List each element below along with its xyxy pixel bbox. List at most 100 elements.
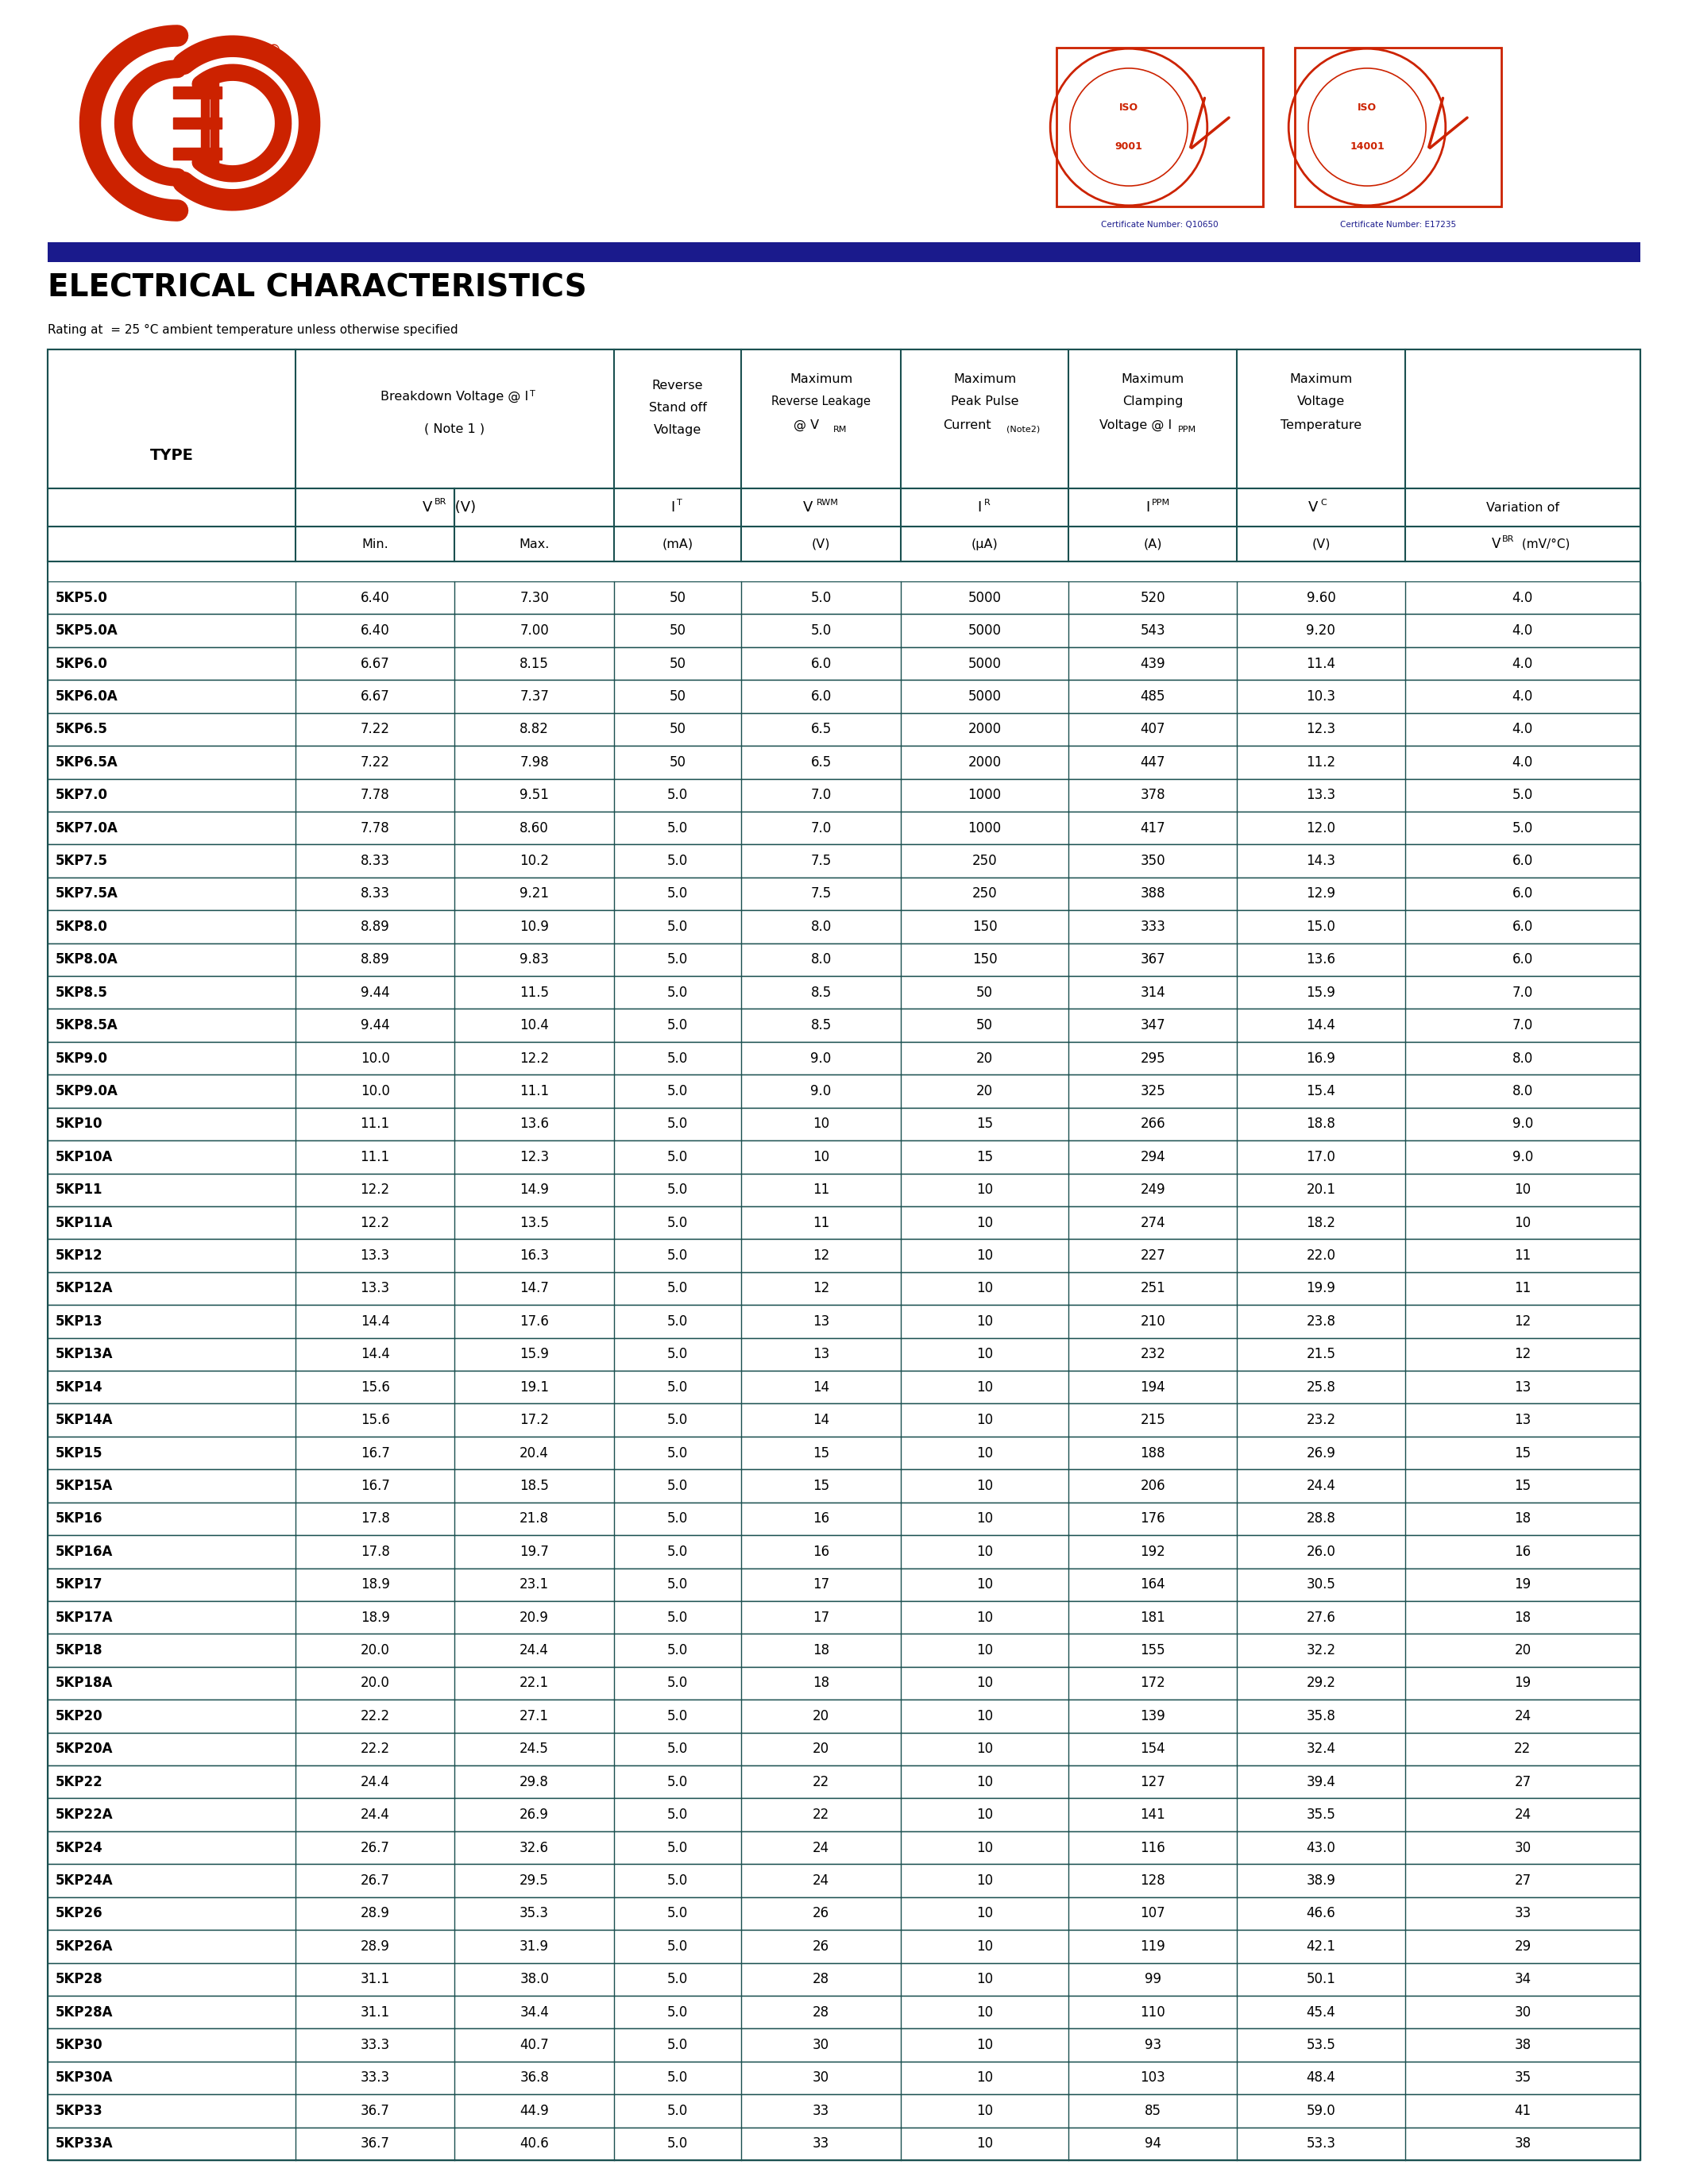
Bar — [47, 745, 1641, 780]
Bar — [47, 1470, 1641, 1503]
Text: 5KP13A: 5KP13A — [56, 1348, 113, 1361]
Text: 5.0: 5.0 — [667, 1282, 689, 1295]
Text: 22.2: 22.2 — [360, 1708, 390, 1723]
Text: 13: 13 — [812, 1348, 829, 1361]
Text: 28: 28 — [812, 1972, 829, 1987]
Text: 18.9: 18.9 — [361, 1610, 390, 1625]
Text: 42.1: 42.1 — [1307, 1939, 1335, 1952]
Text: V: V — [1308, 500, 1318, 515]
Text: 5.0: 5.0 — [667, 1708, 689, 1723]
Text: 33: 33 — [812, 2103, 829, 2118]
Bar — [47, 2062, 1641, 2094]
Text: 33: 33 — [1514, 1907, 1531, 1920]
Text: 50: 50 — [670, 590, 685, 605]
Text: 50: 50 — [670, 723, 685, 736]
Text: 107: 107 — [1139, 1907, 1165, 1920]
Bar — [47, 712, 1641, 745]
Text: 8.0: 8.0 — [810, 952, 832, 968]
Bar — [47, 1634, 1641, 1666]
Text: 5.0: 5.0 — [667, 1446, 689, 1461]
Text: 38: 38 — [1514, 2038, 1531, 2053]
Text: 18.5: 18.5 — [520, 1479, 549, 1494]
Bar — [47, 1865, 1641, 1898]
Text: 27.1: 27.1 — [520, 1708, 549, 1723]
Text: 16.7: 16.7 — [361, 1446, 390, 1461]
Text: 38.0: 38.0 — [520, 1972, 549, 1987]
Text: 29.2: 29.2 — [1307, 1675, 1335, 1690]
Text: R: R — [984, 498, 991, 507]
Text: 6.0: 6.0 — [1512, 887, 1533, 902]
Bar — [47, 1042, 1641, 1075]
Text: 5.0: 5.0 — [667, 2136, 689, 2151]
Text: 19.7: 19.7 — [520, 1544, 549, 1559]
Text: 5.0: 5.0 — [667, 1315, 689, 1328]
Text: 12: 12 — [812, 1249, 829, 1262]
Text: 15.0: 15.0 — [1307, 919, 1335, 935]
Text: 35: 35 — [1514, 2070, 1531, 2086]
Text: 172: 172 — [1139, 1675, 1165, 1690]
Bar — [47, 1601, 1641, 1634]
Text: 6.0: 6.0 — [1512, 854, 1533, 867]
Text: 20.0: 20.0 — [361, 1642, 390, 1658]
Text: 127: 127 — [1139, 1776, 1165, 1789]
Bar — [47, 1732, 1641, 1765]
Text: 10: 10 — [976, 1610, 993, 1625]
Text: 5KP9.0A: 5KP9.0A — [56, 1083, 118, 1099]
Text: 10: 10 — [976, 1184, 993, 1197]
Text: Reverse Leakage: Reverse Leakage — [771, 395, 871, 408]
Text: 19: 19 — [1514, 1675, 1531, 1690]
Text: (V): (V) — [451, 500, 476, 515]
Text: 5.0: 5.0 — [667, 1610, 689, 1625]
Text: 26.7: 26.7 — [361, 1841, 390, 1854]
Text: 12.9: 12.9 — [1307, 887, 1335, 902]
Text: 18.8: 18.8 — [1307, 1116, 1335, 1131]
Text: 12: 12 — [812, 1282, 829, 1295]
Text: 13.5: 13.5 — [520, 1216, 549, 1230]
Bar — [47, 812, 1641, 845]
Text: Voltage @ I: Voltage @ I — [1099, 419, 1171, 430]
Text: 5.0: 5.0 — [667, 788, 689, 802]
Text: 2000: 2000 — [967, 723, 1001, 736]
Text: 9.51: 9.51 — [520, 788, 549, 802]
Text: 85: 85 — [1144, 2103, 1161, 2118]
Text: 5000: 5000 — [967, 657, 1001, 670]
Text: 8.60: 8.60 — [520, 821, 549, 834]
Text: 27: 27 — [1514, 1776, 1531, 1789]
Text: (V): (V) — [1312, 537, 1330, 550]
Text: 7.0: 7.0 — [810, 788, 832, 802]
Text: I: I — [977, 500, 981, 515]
Text: 6.40: 6.40 — [361, 625, 390, 638]
Text: 9.0: 9.0 — [1512, 1116, 1533, 1131]
Bar — [47, 2029, 1641, 2062]
Text: 5.0: 5.0 — [667, 1972, 689, 1987]
Text: RWM: RWM — [817, 498, 839, 507]
Text: 94: 94 — [1144, 2136, 1161, 2151]
Text: 10: 10 — [976, 1874, 993, 1887]
Text: 8.5: 8.5 — [810, 985, 832, 1000]
Text: 8.0: 8.0 — [1512, 1051, 1533, 1066]
Text: 20: 20 — [976, 1051, 993, 1066]
Text: 5KP6.5: 5KP6.5 — [56, 723, 108, 736]
Text: 10: 10 — [976, 1282, 993, 1295]
Text: 5KP18A: 5KP18A — [56, 1675, 113, 1690]
Text: 30: 30 — [1514, 2005, 1531, 2020]
Text: 5.0: 5.0 — [667, 854, 689, 867]
Text: Reverse: Reverse — [652, 380, 704, 391]
Text: 45.4: 45.4 — [1307, 2005, 1335, 2020]
Text: 50.1: 50.1 — [1307, 1972, 1335, 1987]
Text: 5KP6.0A: 5KP6.0A — [56, 690, 118, 703]
Text: 5KP20: 5KP20 — [56, 1708, 103, 1723]
Text: 10: 10 — [812, 1149, 829, 1164]
Text: 5.0: 5.0 — [667, 1216, 689, 1230]
Text: 16: 16 — [1514, 1544, 1531, 1559]
Text: 5.0: 5.0 — [667, 1907, 689, 1920]
Text: 33: 33 — [812, 2136, 829, 2151]
Bar — [47, 943, 1641, 976]
Text: 12.0: 12.0 — [1307, 821, 1335, 834]
Text: 10: 10 — [976, 1446, 993, 1461]
Text: 10.2: 10.2 — [520, 854, 549, 867]
Text: 7.37: 7.37 — [520, 690, 549, 703]
Text: 5.0: 5.0 — [667, 1116, 689, 1131]
Bar — [47, 1306, 1641, 1339]
Bar — [47, 2127, 1641, 2160]
